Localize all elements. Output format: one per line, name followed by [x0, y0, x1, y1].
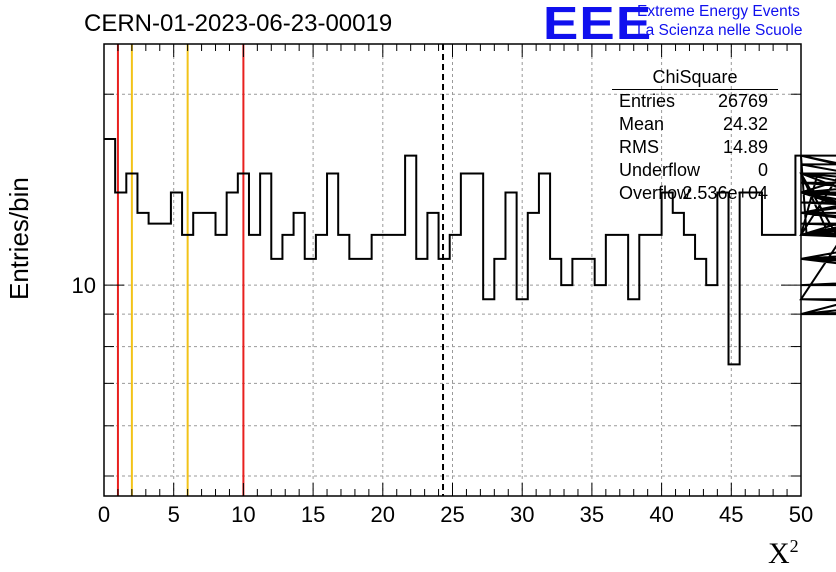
x-axis-label: X2: [768, 536, 799, 571]
histogram-series: [104, 137, 836, 366]
stats-value: 14.89: [722, 137, 768, 157]
x-tick-label: 25: [440, 502, 464, 527]
x-tick-label: 0: [98, 502, 110, 527]
stats-label: Mean: [619, 114, 665, 134]
stats-box: ChiSquare Entries 26769 Mean 24.32 RMS 14.8…: [612, 66, 778, 205]
stats-value: 2.536e+04: [682, 183, 768, 203]
stats-label: Underflow: [619, 160, 701, 180]
x-axis-label-main: X: [768, 537, 790, 570]
x-tick-label: 40: [649, 502, 673, 527]
histogram-line: [104, 137, 836, 366]
stats-label: RMS: [619, 137, 659, 157]
stats-value: 26769: [717, 91, 768, 111]
x-tick-label: 30: [510, 502, 534, 527]
stats-row-rms: RMS 14.89: [612, 136, 778, 159]
x-tick-label: 5: [168, 502, 180, 527]
logo-line-1: Extreme Energy Events: [637, 3, 800, 20]
stats-value: 24.32: [722, 114, 768, 134]
stats-value: 0: [757, 160, 768, 180]
stats-row-underflow: Underflow 0: [612, 159, 778, 182]
x-axis-label-sup: 2: [789, 536, 799, 556]
grid: [104, 44, 801, 496]
run-title: CERN-01-2023-06-23-00019: [84, 10, 393, 37]
stats-label: Entries: [619, 91, 676, 111]
x-tick-label: 20: [371, 502, 395, 527]
stats-row-mean: Mean 24.32: [612, 113, 778, 136]
logo-line-2: La Scienza nelle Scuole: [637, 22, 803, 39]
eee-logo: EEE: [543, 0, 653, 49]
stats-title: ChiSquare: [612, 66, 778, 90]
axis-ticks: [103, 44, 802, 496]
x-tick-label: 15: [301, 502, 325, 527]
x-tick-label: 10: [231, 502, 255, 527]
x-tick-label: 45: [719, 502, 743, 527]
tick-labels: 0 5 10 15 20 25 30 35 40 45 50 10: [72, 273, 814, 527]
stats-row-overflow: Overflow 2.536e+04: [612, 182, 778, 205]
reference-lines: [116, 44, 445, 496]
y-tick-label: 10: [72, 273, 96, 298]
y-axis-label: Entries/bin: [4, 177, 34, 300]
stats-row-entries: Entries 26769: [612, 90, 778, 113]
x-tick-label: 50: [789, 502, 813, 527]
stats-label: Overflow: [619, 183, 691, 203]
x-tick-label: 35: [580, 502, 604, 527]
